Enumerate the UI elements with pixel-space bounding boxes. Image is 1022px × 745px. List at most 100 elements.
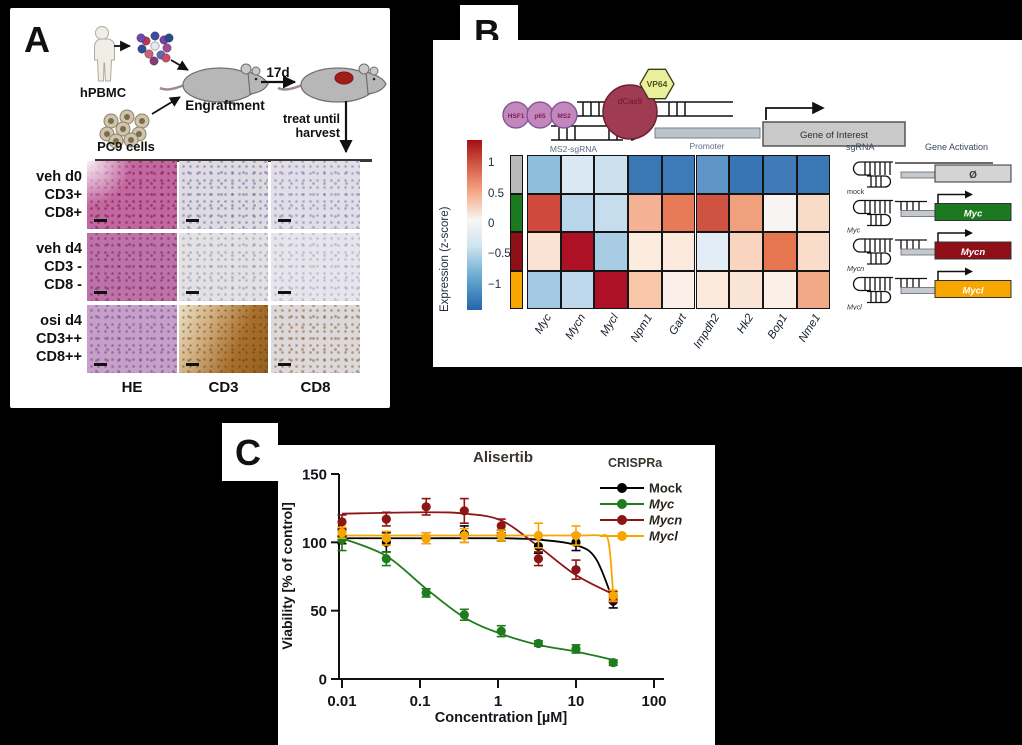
- promoter-stub: [900, 210, 936, 217]
- heatmap-cell: [527, 155, 561, 194]
- data-point: [571, 644, 581, 654]
- histology-column-label: CD8: [300, 379, 331, 396]
- gene-box: [934, 241, 1012, 260]
- heatmap-cell: [661, 155, 696, 194]
- legend-label: Mycl: [649, 529, 678, 544]
- scale-bar: [186, 219, 199, 222]
- mouse-engraftment-icon: [159, 63, 269, 107]
- legend-marker: [617, 531, 627, 541]
- x-tick-label: 10: [568, 693, 585, 710]
- human-icon: [94, 26, 115, 82]
- histology-row-label: osi d4 CD3++ CD8++: [36, 312, 82, 366]
- dcas9-icon: [602, 84, 658, 140]
- scale-bar: [94, 363, 107, 366]
- gene-arrow-icon: [965, 190, 973, 199]
- engraftment-label: Engraftment: [185, 98, 265, 113]
- separator-line: [95, 159, 372, 162]
- panel-c: Alisertib Concentration [µM] Viability [% …: [278, 445, 715, 745]
- heatmap-cell: [628, 232, 662, 271]
- x-axis-label: Concentration [µM]: [435, 710, 568, 726]
- histology-tile: [179, 161, 268, 229]
- colorbar-tick-label: 1: [488, 157, 495, 170]
- heatmap-cell: [661, 193, 696, 232]
- heatmap-cell: [796, 232, 831, 271]
- gene-box-label: Ø: [969, 170, 977, 181]
- gene-arrow-icon: [965, 267, 973, 276]
- data-point: [608, 591, 618, 601]
- pc9-label: PC9 cells: [97, 139, 155, 154]
- heatmap-cell: [762, 232, 797, 271]
- tumor-icon: [334, 71, 354, 85]
- sgrna-row: Myc Myc: [847, 190, 1012, 235]
- heatmap-cell: [628, 155, 662, 194]
- sgrna-label: Myc: [847, 226, 861, 235]
- scale-bar: [278, 363, 291, 366]
- scale-bar: [94, 291, 107, 294]
- scale-bar: [278, 219, 291, 222]
- heatmap-cell: [729, 270, 763, 309]
- histology-tile: [179, 233, 268, 301]
- crispra-schematic: HSF1 p65 MS2 dCas9 VP64 Gene of Interest: [502, 68, 906, 147]
- histology-tile: [271, 233, 360, 301]
- scale-bar: [278, 291, 291, 294]
- y-tick-label: 50: [310, 603, 327, 620]
- fit-curve: [341, 534, 615, 595]
- histology-tile: [87, 233, 177, 301]
- histology-tile: [87, 305, 177, 373]
- heatmap-cell: [695, 270, 730, 309]
- histology-tile: [87, 161, 177, 229]
- gene-arrow-icon: [965, 229, 973, 237]
- heatmap-cell: [695, 155, 730, 194]
- heatmap-cell: [661, 270, 696, 309]
- legend-marker: [617, 483, 627, 493]
- scale-bar: [94, 219, 107, 222]
- sgrna-label: Mycl: [847, 303, 862, 311]
- scale-bar: [186, 363, 199, 366]
- data-point: [337, 517, 347, 527]
- vp64-label: VP64: [647, 79, 668, 89]
- histology-row-label: veh d0 CD3+ CD8+: [36, 168, 82, 222]
- flow-arrows: [114, 40, 353, 154]
- heatmap-cell: [594, 193, 629, 232]
- y-tick-label: 150: [302, 467, 327, 484]
- y-axis-label: Viability [% of control]: [279, 502, 295, 650]
- heatmap-cell: [695, 193, 730, 232]
- sgrna-row: Mycl Mycl: [847, 267, 1012, 311]
- sgrna-label: Mycn: [847, 264, 864, 273]
- heatmap-cell: [594, 270, 629, 309]
- data-point: [459, 530, 469, 541]
- heatmap-cell: [560, 193, 595, 232]
- legend-label: Mock: [649, 481, 683, 496]
- data-point: [496, 626, 506, 636]
- panel-a: A: [10, 8, 390, 408]
- panel-c-letter: C: [235, 432, 261, 473]
- heatmap-cell: [762, 270, 797, 309]
- gene-box: [934, 164, 1012, 183]
- data-point: [421, 502, 431, 512]
- x-tick-label: 100: [641, 693, 666, 710]
- engraftment-schematic: [94, 26, 387, 154]
- hsf1-label: HSF1: [508, 113, 525, 120]
- x-tick-label: 1: [494, 693, 502, 710]
- duration-label: 17d: [266, 65, 290, 80]
- heatmap-cell: [796, 270, 831, 309]
- gene-box: [934, 280, 1012, 298]
- legend-marker: [617, 515, 627, 525]
- data-point: [421, 533, 431, 543]
- gene-of-interest-box: [762, 121, 906, 147]
- heatmap-cell: [594, 155, 629, 194]
- heatmap-cell: [729, 155, 763, 194]
- sgrna-header: sgRNA: [846, 142, 875, 152]
- heatmap-row-annotation: [510, 232, 523, 271]
- data-point: [533, 638, 544, 649]
- gene-box: [934, 203, 1012, 221]
- legend-label: Mycn: [649, 513, 682, 528]
- legend-title: CRISPRa: [608, 456, 663, 470]
- data-point: [533, 554, 544, 564]
- ms2-label: MS2: [557, 113, 571, 120]
- panel-b: HSF1 p65 MS2 dCas9 VP64 Gene of Interest…: [433, 40, 1022, 367]
- panel-a-letter: A: [24, 19, 50, 60]
- data-point: [496, 521, 506, 531]
- promoter-stub: [900, 248, 936, 256]
